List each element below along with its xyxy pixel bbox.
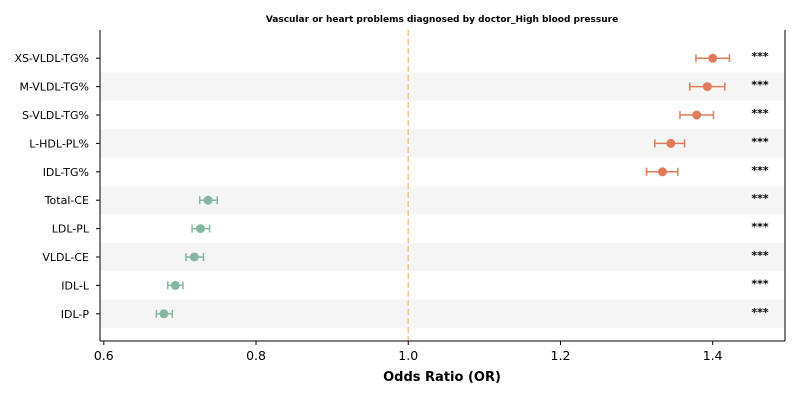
forest-row: XS-VLDL-TG% *** — [14, 50, 768, 65]
x-axis-ticks: 0.6 0.8 1.0 1.2 1.4 — [94, 341, 723, 363]
row-band — [100, 242, 785, 272]
forest-row: LDL-PL *** — [52, 221, 769, 236]
row-band — [100, 72, 785, 101]
significance-label: *** — [751, 164, 769, 177]
odds-ratio-point — [189, 252, 199, 262]
category-label: VLDL-CE — [42, 251, 89, 264]
forest-row: M-VLDL-TG% *** — [19, 79, 768, 94]
significance-label: *** — [751, 107, 769, 120]
x-tick-label: 0.8 — [246, 348, 266, 363]
forest-row: VLDL-CE *** — [42, 249, 769, 264]
category-label: XS-VLDL-TG% — [14, 52, 89, 65]
significance-label: *** — [751, 192, 769, 205]
odds-ratio-point — [666, 138, 676, 148]
category-label: L-HDL-PL% — [29, 137, 89, 150]
category-label: IDL-TG% — [43, 166, 89, 179]
x-axis-title: Odds Ratio (OR) — [383, 370, 501, 385]
forest-row: IDL-TG% *** — [43, 164, 769, 179]
category-label: IDL-L — [61, 279, 90, 292]
forest-row: S-VLDL-TG% *** — [22, 107, 769, 122]
significance-label: *** — [751, 249, 769, 262]
forest-row: IDL-P *** — [61, 306, 769, 321]
x-tick-label: 1.4 — [703, 348, 723, 363]
significance-label: *** — [751, 306, 769, 319]
odds-ratio-point — [170, 280, 180, 290]
x-tick-label: 1.0 — [398, 348, 418, 363]
x-tick-label: 1.2 — [551, 348, 571, 363]
odds-ratio-point — [657, 167, 667, 177]
data-rows: XS-VLDL-TG% *** M-VLDL-TG% *** S-VLDL-TG% ***… — [14, 50, 768, 321]
category-label: IDL-P — [61, 308, 90, 321]
category-label: S-VLDL-TG% — [22, 109, 89, 122]
category-label: Total-CE — [44, 194, 89, 207]
forest-row: L-HDL-PL% *** — [29, 135, 769, 150]
category-label: M-VLDL-TG% — [19, 81, 89, 94]
x-tick-label: 0.6 — [94, 348, 114, 363]
axes — [96, 30, 786, 342]
significance-label: *** — [751, 135, 769, 148]
odds-ratio-point — [708, 53, 718, 63]
forest-row: Total-CE *** — [44, 192, 769, 207]
significance-label: *** — [751, 221, 769, 234]
odds-ratio-point — [203, 195, 213, 205]
odds-ratio-point — [195, 224, 205, 234]
row-band — [100, 299, 785, 328]
significance-label: *** — [751, 277, 769, 290]
odds-ratio-point — [692, 110, 702, 120]
significance-label: *** — [751, 79, 769, 92]
odds-ratio-point — [159, 309, 169, 319]
significance-label: *** — [751, 50, 769, 63]
category-label: LDL-PL — [52, 223, 90, 236]
odds-ratio-point — [702, 82, 712, 92]
forest-row: IDL-L *** — [61, 277, 769, 292]
chart-title: Vascular or heart problems diagnosed by … — [266, 15, 618, 25]
